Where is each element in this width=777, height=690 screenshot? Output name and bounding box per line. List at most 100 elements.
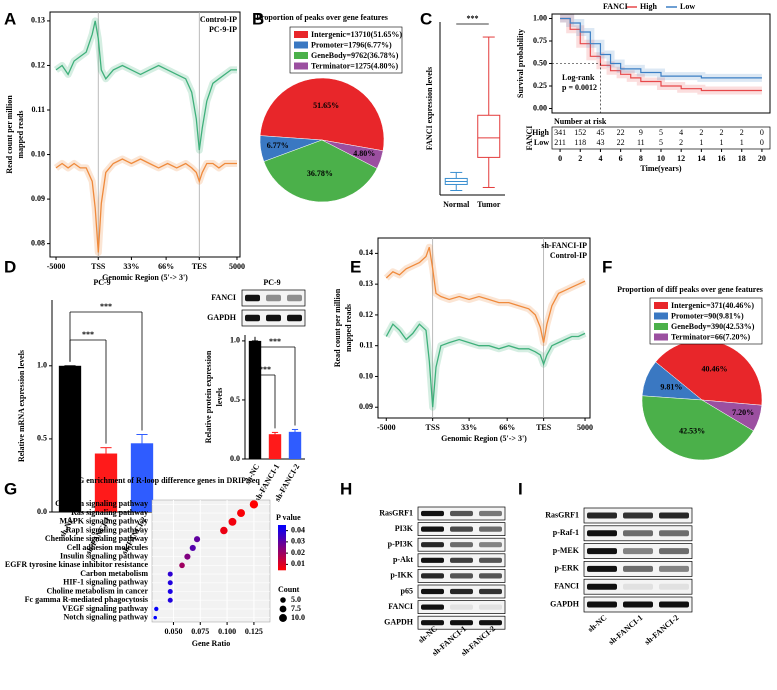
x-tick-label: 2 — [578, 154, 582, 163]
colorbar-cell — [278, 563, 286, 566]
legend-box — [289, 26, 403, 74]
legend-title: P value — [276, 513, 301, 522]
risk-value: 22 — [617, 138, 625, 147]
colorbar-cell — [278, 561, 286, 564]
y-tick-label: 0.12 — [359, 310, 373, 319]
y-axis-label: Relative protein expression — [204, 350, 213, 443]
legend-label: Terminator=1275(4.80%) — [311, 61, 398, 70]
legend-label: High — [640, 2, 657, 11]
risk-row-label: High — [532, 128, 549, 137]
x-tick-label: 4 — [598, 154, 602, 163]
x-tick-label: 20 — [758, 154, 766, 163]
blot-band — [659, 601, 689, 608]
dot — [249, 500, 259, 509]
blot-band — [287, 294, 302, 302]
size-key — [280, 597, 286, 603]
blot-label: p-PI3K — [388, 540, 414, 549]
y-tick-label: 0.5 — [230, 395, 240, 404]
legend-label: Promoter=1796(6.77%) — [311, 40, 392, 49]
x-tick-label: 12 — [677, 154, 685, 163]
x-tick-label: 0.050 — [164, 627, 182, 636]
blot-band — [623, 548, 653, 555]
dot — [220, 526, 228, 535]
x-tick-label: 66% — [499, 423, 515, 432]
bar — [288, 431, 302, 459]
colorbar-cell — [278, 534, 286, 537]
blot-band — [623, 583, 653, 590]
y-tick-label: Chemokine signaling pathway — [45, 534, 148, 543]
blot-band — [587, 583, 617, 590]
x-tick-label: 5000 — [577, 423, 593, 432]
x-tick-label: 0.075 — [191, 627, 209, 636]
x-tick-label: 6 — [619, 154, 623, 163]
blot-band — [479, 620, 502, 626]
blot-band — [245, 294, 260, 302]
dot — [167, 597, 173, 603]
blot-band — [479, 588, 502, 595]
annotation: Log-rank — [562, 73, 595, 82]
panel-label: A — [4, 9, 16, 28]
colorbar-cell — [278, 567, 286, 571]
blot-label: GAPDH — [207, 313, 237, 322]
blot-label: FANCI — [388, 602, 413, 611]
colorbar-cell — [278, 543, 286, 546]
blot-band — [421, 510, 444, 517]
legend-label: Low — [680, 2, 695, 11]
blot-band — [623, 512, 653, 519]
y-tick-label: 0.12 — [31, 60, 45, 69]
legend-swatch — [654, 333, 668, 341]
blot-label: GAPDH — [384, 618, 414, 627]
blot-band — [450, 573, 473, 579]
blot-band — [450, 604, 473, 610]
dot — [193, 536, 201, 543]
risk-value: 45 — [596, 128, 604, 137]
survival-curve — [560, 17, 762, 79]
blot-label: p-MEK — [553, 546, 580, 555]
blot-band — [623, 530, 653, 537]
risk-value: 43 — [596, 138, 604, 147]
chart-title: PC-9 — [93, 278, 110, 287]
y-tick-label: 0.13 — [31, 16, 45, 25]
annotation: p = 0.0012 — [562, 83, 597, 92]
blot-band — [266, 314, 281, 322]
size-label: 7.5 — [291, 604, 301, 613]
dot — [153, 615, 157, 620]
panel-label: E — [350, 257, 361, 276]
blot-band — [659, 565, 689, 572]
y-tick-label: 0.10 — [359, 371, 373, 380]
colorbar-cell — [278, 547, 286, 551]
legend-label: Promoter=90(9.81%) — [671, 311, 744, 320]
risk-value: 0 — [760, 128, 764, 137]
blot-label: RasGRF1 — [545, 510, 579, 519]
legend-label: Control-IP — [550, 251, 587, 260]
legend-label: PC-9-IP — [209, 25, 237, 34]
y-tick-label: 0.50 — [533, 58, 547, 67]
blot-band — [479, 542, 502, 548]
blot-label: p-IKK — [390, 571, 413, 580]
blot-band — [659, 583, 689, 590]
y-axis-label: mapped reads — [344, 304, 353, 352]
y-tick-label: 0.5 — [37, 434, 47, 443]
blot-band — [479, 510, 502, 517]
plot-frame — [49, 11, 241, 258]
y-tick-label: 0.13 — [359, 279, 373, 288]
x-tick-label: TES — [536, 423, 552, 432]
colorbar-cell — [278, 549, 286, 553]
series-line — [385, 323, 586, 408]
x-axis-label: Genomic Region (5'-> 3') — [441, 434, 527, 443]
colorbar-label: 0.02 — [291, 548, 305, 557]
x-axis-label: Time(years) — [640, 164, 682, 173]
dot — [167, 580, 173, 586]
blot-band — [479, 557, 502, 563]
y-tick-label: 0.00 — [533, 103, 547, 112]
blot-band — [245, 314, 260, 322]
risk-value: 211 — [554, 138, 566, 147]
significance-label: *** — [259, 365, 271, 374]
blot-band — [287, 314, 302, 322]
blot-band — [479, 604, 502, 610]
x-tick-label: -5000 — [377, 423, 396, 432]
risk-label: FANCI — [525, 126, 534, 151]
legend-swatch — [654, 323, 668, 330]
panel-label: H — [340, 479, 352, 498]
risk-value: 5 — [659, 138, 663, 147]
